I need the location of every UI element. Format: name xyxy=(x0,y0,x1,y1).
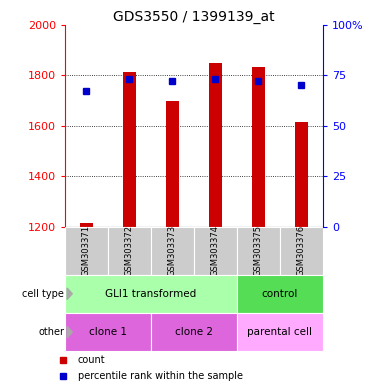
Text: clone 2: clone 2 xyxy=(175,327,213,337)
Bar xyxy=(237,275,323,313)
Bar xyxy=(237,313,323,351)
Bar xyxy=(295,122,308,227)
Bar xyxy=(151,313,237,351)
Text: GSM303376: GSM303376 xyxy=(297,225,306,276)
Bar xyxy=(65,275,237,313)
Title: GDS3550 / 1399139_at: GDS3550 / 1399139_at xyxy=(113,10,275,24)
Polygon shape xyxy=(67,326,72,338)
Text: cell type: cell type xyxy=(22,289,64,299)
Bar xyxy=(123,71,136,227)
Text: parental cell: parental cell xyxy=(247,327,312,337)
Text: GSM303371: GSM303371 xyxy=(82,225,91,276)
Text: GSM303372: GSM303372 xyxy=(125,225,134,276)
Bar xyxy=(194,227,237,275)
Text: control: control xyxy=(262,289,298,299)
Bar xyxy=(108,227,151,275)
Text: clone 1: clone 1 xyxy=(89,327,127,337)
Bar xyxy=(166,101,179,227)
Bar xyxy=(209,63,222,227)
Text: count: count xyxy=(78,356,105,366)
Bar xyxy=(65,227,108,275)
Bar xyxy=(151,227,194,275)
Polygon shape xyxy=(67,288,72,300)
Bar xyxy=(65,313,151,351)
Text: GLI1 transformed: GLI1 transformed xyxy=(105,289,197,299)
Text: GSM303373: GSM303373 xyxy=(168,225,177,276)
Text: GSM303374: GSM303374 xyxy=(211,225,220,276)
Bar xyxy=(80,223,93,227)
Text: GSM303375: GSM303375 xyxy=(254,225,263,276)
Bar xyxy=(252,66,265,227)
Text: other: other xyxy=(38,327,64,337)
Text: percentile rank within the sample: percentile rank within the sample xyxy=(78,371,243,381)
Bar xyxy=(280,227,323,275)
Bar xyxy=(237,227,280,275)
